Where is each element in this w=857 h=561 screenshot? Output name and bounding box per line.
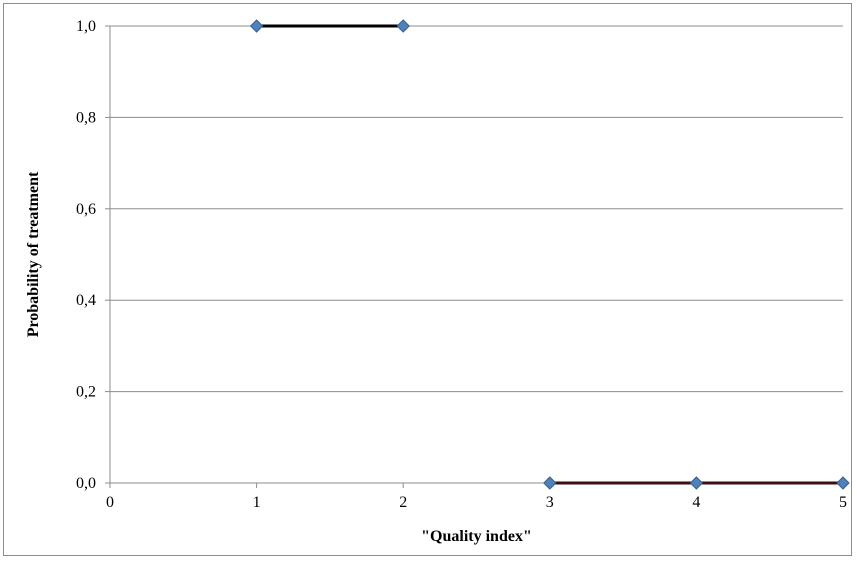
data-point <box>249 19 264 33</box>
y-tick-labels: 0,0 0,2 0,4 0,6 0,8 1,0 <box>76 18 96 492</box>
x-axis-title: "Quality index" <box>421 528 532 545</box>
y-axis-title: Probability of treatment <box>25 171 42 337</box>
data-point <box>689 476 704 490</box>
data-markers <box>249 19 850 490</box>
data-segments <box>256 24 843 485</box>
y-tick-label: 0,4 <box>76 292 96 309</box>
y-tick-label: 0,0 <box>76 475 96 492</box>
x-tick-label: 3 <box>546 494 554 511</box>
x-tick-label: 1 <box>253 494 261 511</box>
data-point <box>543 476 557 490</box>
y-tick-label: 0,8 <box>76 109 96 126</box>
x-tick-labels: 0 1 2 3 4 5 <box>106 494 847 511</box>
y-tick-label: 0,2 <box>76 384 96 401</box>
y-tick-label: 0,6 <box>76 201 96 218</box>
axes <box>105 25 844 488</box>
grid-lines <box>110 25 843 393</box>
y-tick-label: 1,0 <box>76 18 96 35</box>
x-tick-label: 0 <box>106 494 114 511</box>
x-tick-label: 5 <box>839 494 847 511</box>
data-point <box>836 476 850 490</box>
x-tick-label: 2 <box>399 494 407 511</box>
chart-frame <box>3 3 852 556</box>
data-point <box>396 19 410 33</box>
x-tick-label: 4 <box>692 494 700 511</box>
